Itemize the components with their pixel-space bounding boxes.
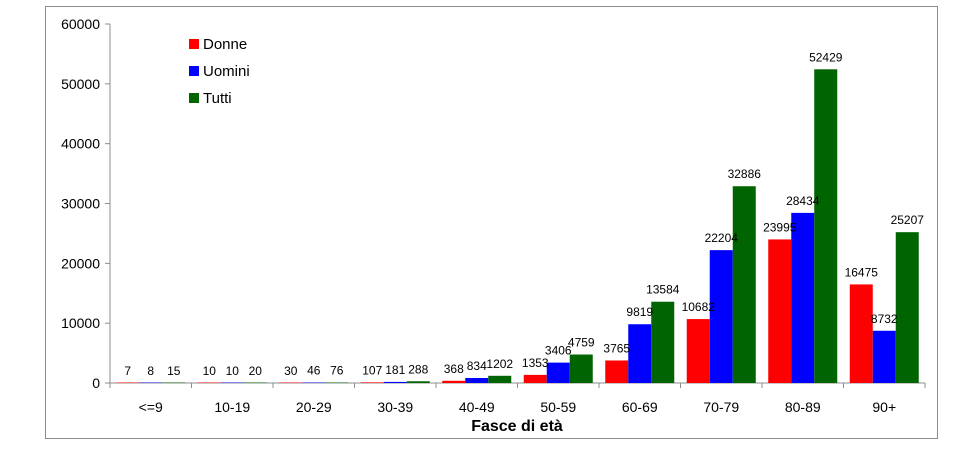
bar-tutti [814, 69, 838, 384]
data-label: 76 [330, 364, 344, 378]
x-category-label: 90+ [872, 399, 896, 415]
x-category-label: 40-49 [459, 399, 495, 415]
bar-tutti [162, 382, 186, 383]
bar-donne [360, 382, 384, 383]
data-label: 22204 [705, 231, 739, 245]
legend-swatch-uomini [189, 66, 199, 76]
bar-tutti [895, 232, 919, 383]
data-label: 368 [444, 362, 464, 376]
bar-uomini [465, 378, 489, 383]
bar-donne [442, 380, 466, 383]
bar-tutti [243, 382, 267, 383]
data-label: 4759 [568, 336, 595, 350]
x-axis-categories: <=9 10-19 20-29 30-39 40-49 50-59 60-69 70-79 80… [139, 399, 896, 415]
data-label: 3765 [603, 341, 630, 355]
data-label: 13584 [646, 283, 680, 297]
bar-uomini [791, 212, 815, 383]
legend-swatch-tutti [189, 93, 199, 103]
data-label: 9819 [626, 305, 653, 319]
legend: Donne Uomini Tutti [189, 36, 250, 107]
legend-label-uomini: Uomini [203, 63, 250, 80]
x-category-label: 10-19 [214, 399, 250, 415]
bar-tutti [406, 381, 430, 383]
bar-uomini [220, 382, 244, 383]
bar-tutti [651, 301, 675, 383]
y-tick-label: 60000 [61, 16, 100, 32]
bar-donne [197, 382, 221, 383]
bar-uomini [139, 382, 163, 383]
x-category-label: 50-59 [540, 399, 576, 415]
y-axis-ticks: 0 10000 20000 30000 40000 50000 60000 [61, 16, 926, 391]
data-label: 10682 [682, 300, 716, 314]
data-label: 1353 [522, 356, 549, 370]
data-label: 23995 [763, 220, 797, 234]
data-labels: 7 8 15 10 10 20 30 46 76 107 181 288 368 834 1202 13533… [124, 50, 924, 378]
y-tick-label: 30000 [61, 196, 100, 212]
data-label: 1202 [486, 357, 513, 371]
bar-uomini [302, 382, 326, 383]
data-label: 25207 [891, 213, 925, 227]
bar-tutti [325, 382, 349, 383]
x-category-label: <=9 [139, 399, 163, 415]
bar-uomini [709, 250, 733, 383]
bar-uomini [546, 362, 570, 383]
bar-donne [279, 382, 303, 383]
bar-tutti [732, 186, 756, 383]
data-label: 30 [284, 364, 298, 378]
bar-donne [849, 284, 873, 383]
x-category-label: 60-69 [622, 399, 658, 415]
data-label: 15 [167, 364, 181, 378]
x-category-label: 20-29 [296, 399, 332, 415]
bar-donne [605, 360, 629, 383]
data-label: 8732 [871, 312, 898, 326]
bar-donne [686, 319, 710, 383]
data-label: 288 [408, 362, 428, 376]
data-label: 7 [124, 364, 131, 378]
bar-donne [116, 382, 140, 383]
bar-uomini [872, 330, 896, 383]
x-axis-title: Fasce di età [471, 418, 563, 435]
bar-uomini [383, 381, 407, 383]
x-category-label: 30-39 [377, 399, 413, 415]
y-tick-label: 0 [92, 375, 100, 391]
bars [116, 69, 919, 384]
data-label: 20 [249, 364, 263, 378]
legend-label-tutti: Tutti [203, 90, 232, 107]
y-tick-label: 10000 [61, 315, 100, 331]
legend-label-donne: Donne [203, 36, 247, 53]
x-category-label: 80-89 [785, 399, 821, 415]
data-label: 834 [467, 359, 487, 373]
data-label: 181 [385, 363, 405, 377]
data-label: 52429 [809, 50, 843, 64]
bar-donne [523, 374, 547, 383]
bar-uomini [628, 324, 652, 383]
data-label: 46 [307, 364, 321, 378]
data-label: 28434 [786, 194, 820, 208]
data-label: 10 [226, 364, 240, 378]
bar-tutti [488, 375, 512, 383]
y-tick-label: 50000 [61, 76, 100, 92]
data-label: 3406 [545, 344, 572, 358]
data-label: 32886 [728, 167, 762, 181]
y-tick-label: 20000 [61, 255, 100, 271]
data-label: 10 [203, 364, 217, 378]
y-tick-label: 40000 [61, 136, 100, 152]
bar-tutti [569, 354, 593, 383]
data-label: 8 [147, 364, 154, 378]
bar-donne [768, 239, 792, 383]
legend-swatch-donne [189, 39, 199, 49]
data-label: 16475 [845, 265, 879, 279]
x-category-label: 70-79 [703, 399, 739, 415]
data-label: 107 [362, 363, 382, 377]
